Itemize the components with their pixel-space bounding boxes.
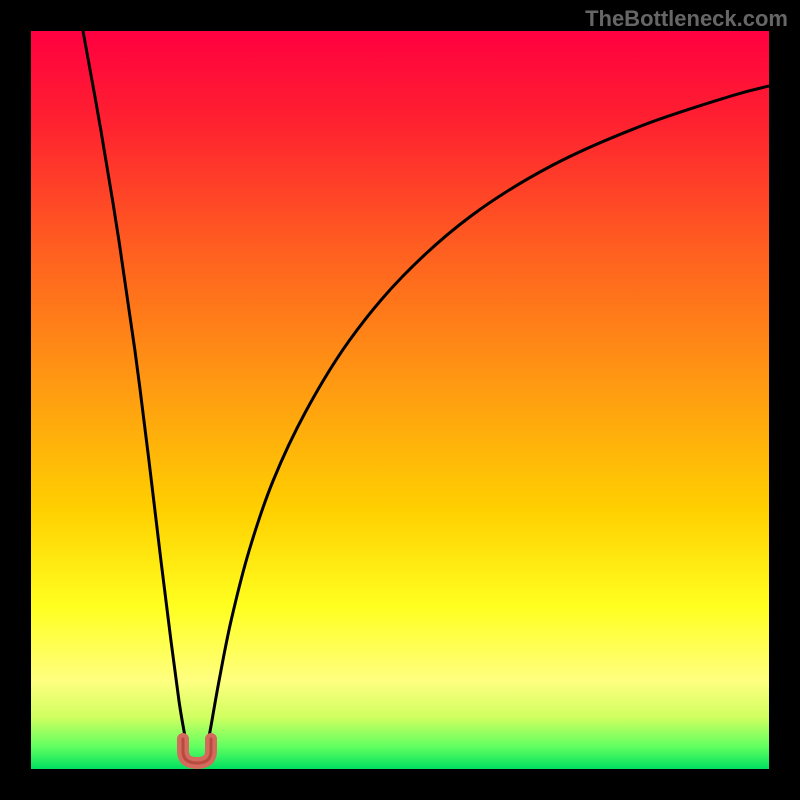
plot-area <box>31 31 769 769</box>
chart-container: { "watermark": "TheBottleneck.com", "plo… <box>0 0 800 800</box>
watermark-text: TheBottleneck.com <box>585 6 788 32</box>
left-curve <box>83 31 187 747</box>
right-curve <box>207 86 769 747</box>
curve-layer <box>31 31 769 769</box>
valley-marker <box>183 739 211 763</box>
